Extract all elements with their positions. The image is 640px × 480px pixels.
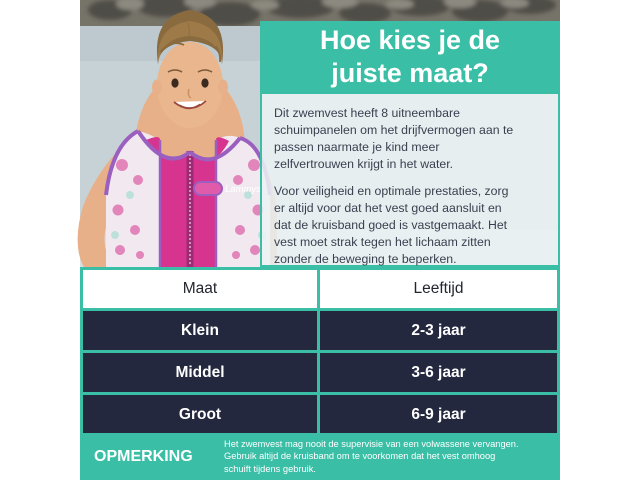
svg-text:Lammys: Lammys — [225, 184, 261, 195]
